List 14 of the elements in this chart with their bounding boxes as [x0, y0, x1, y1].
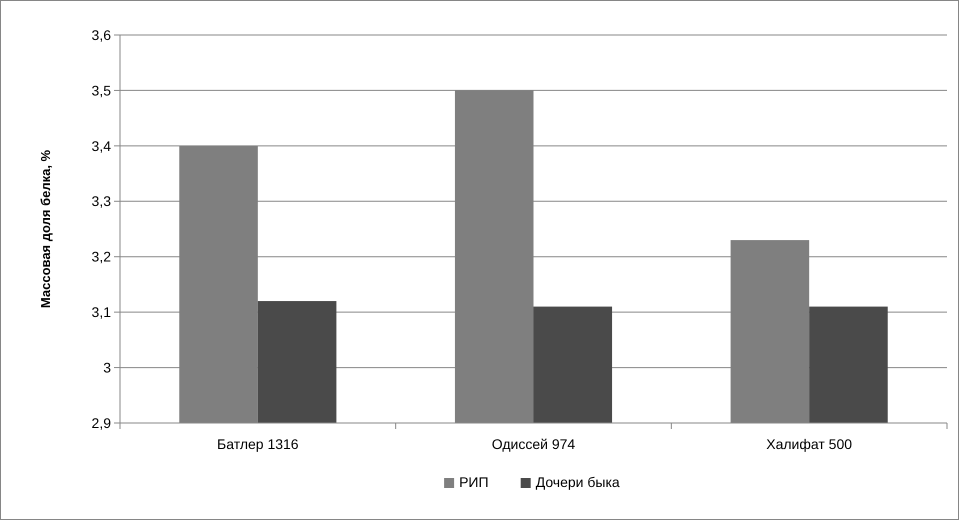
legend-label: РИП — [459, 474, 489, 490]
x-tick-label: Халифат 500 — [766, 436, 852, 452]
legend-label: Дочери быка — [536, 474, 620, 490]
y-tick-label: 3,1 — [92, 304, 112, 320]
x-tick-label: Батлер 1316 — [217, 436, 299, 452]
y-tick-label: 3,6 — [92, 26, 112, 43]
y-tick-label: 3,3 — [92, 193, 112, 210]
y-tick-label: 3,4 — [92, 138, 112, 154]
y-axis-title: Массовая доля белка, % — [38, 149, 53, 308]
y-tick-label: 3 — [103, 359, 112, 376]
y-tick-label: 3,5 — [92, 82, 112, 98]
y-tick-label: 3,2 — [92, 248, 112, 265]
y-tick-label: 2,9 — [92, 414, 112, 431]
x-tick-label: Одиссей 974 — [492, 436, 576, 452]
